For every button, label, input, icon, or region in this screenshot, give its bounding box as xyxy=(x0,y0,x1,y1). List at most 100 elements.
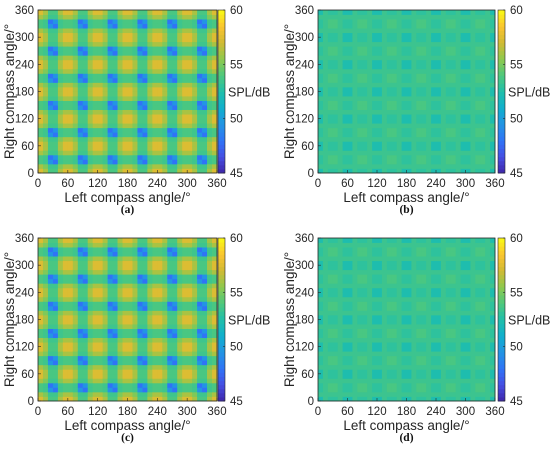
heatmap-cell xyxy=(381,333,388,339)
colorbar-segment xyxy=(218,140,225,145)
heatmap-cell xyxy=(102,265,109,271)
colorbar-label: SPL/dB xyxy=(508,86,550,100)
heatmap-cell xyxy=(475,68,481,74)
heatmap-cell xyxy=(202,265,208,271)
heatmap-cell xyxy=(381,73,388,79)
heatmap-cell xyxy=(401,382,407,388)
heatmap-cell xyxy=(470,159,476,165)
heatmap-cell xyxy=(401,77,407,83)
heatmap-cell xyxy=(381,274,388,280)
heatmap-cell xyxy=(142,278,148,284)
heatmap-cell xyxy=(377,154,383,160)
heatmap-cell xyxy=(386,100,393,106)
heatmap-cell xyxy=(157,73,163,79)
heatmap-cell xyxy=(332,91,339,97)
heatmap-cell xyxy=(177,292,183,298)
heatmap-cell xyxy=(57,242,64,248)
heatmap-cell xyxy=(62,77,69,83)
heatmap-cell xyxy=(92,114,99,120)
heatmap-cell xyxy=(182,333,188,339)
heatmap-cell xyxy=(47,59,54,65)
heatmap-cell xyxy=(318,301,324,307)
heatmap-cell xyxy=(147,265,153,271)
heatmap-cell xyxy=(396,260,402,266)
heatmap-cell xyxy=(167,391,173,397)
heatmap-cell xyxy=(465,96,471,101)
colorbar-segment xyxy=(218,38,225,44)
heatmap-cell xyxy=(212,10,218,15)
heatmap-cell xyxy=(391,41,398,47)
heatmap-cell xyxy=(162,346,168,352)
heatmap-cell xyxy=(82,369,89,375)
heatmap-cell xyxy=(97,260,104,266)
heatmap-cell xyxy=(332,28,339,34)
heatmap-cell xyxy=(172,314,178,320)
heatmap-cell xyxy=(112,23,118,29)
heatmap-cell xyxy=(465,10,471,15)
heatmap-cell xyxy=(436,118,442,124)
heatmap-cell xyxy=(391,301,398,307)
y-tick-label: 240 xyxy=(15,287,34,299)
heatmap-cell xyxy=(475,91,481,97)
heatmap-cell xyxy=(122,251,128,257)
heatmap-cell xyxy=(342,342,348,348)
heatmap-cell xyxy=(67,396,74,402)
heatmap-cell xyxy=(97,242,104,248)
heatmap-cell xyxy=(450,23,457,29)
heatmap-cell xyxy=(357,373,363,379)
heatmap-cell xyxy=(67,301,74,307)
heatmap-cell xyxy=(177,378,183,384)
heatmap-cell xyxy=(87,269,94,275)
heatmap-cell xyxy=(122,37,128,43)
heatmap-cell xyxy=(426,23,432,29)
heatmap-cell xyxy=(377,123,383,129)
heatmap-cell xyxy=(381,168,388,174)
heatmap-cell xyxy=(107,145,113,151)
heatmap-cell xyxy=(212,283,218,289)
heatmap-cell xyxy=(187,150,193,156)
heatmap-cell xyxy=(416,324,422,329)
heatmap-cell xyxy=(411,163,417,169)
heatmap-cell xyxy=(142,23,148,29)
heatmap-cell xyxy=(107,269,113,275)
heatmap-cell xyxy=(362,346,368,352)
heatmap-cell xyxy=(386,319,393,325)
heatmap-cell xyxy=(172,127,178,133)
heatmap-cell xyxy=(455,114,461,120)
heatmap-cell xyxy=(167,265,173,271)
heatmap-cell xyxy=(450,114,457,120)
heatmap-cell xyxy=(142,382,148,388)
heatmap-cell xyxy=(327,328,334,334)
heatmap-cell xyxy=(97,10,104,15)
heatmap-cell xyxy=(62,305,69,311)
heatmap-cell xyxy=(137,145,143,151)
heatmap-cell xyxy=(337,324,343,329)
heatmap-cell xyxy=(77,64,84,70)
heatmap-cell xyxy=(142,168,148,174)
heatmap-cell xyxy=(342,41,348,47)
heatmap-cell xyxy=(357,242,363,248)
heatmap-cell xyxy=(362,342,368,348)
heatmap-cell xyxy=(167,373,173,379)
heatmap-cell xyxy=(347,46,353,52)
heatmap-cell xyxy=(72,333,79,339)
heatmap-cell xyxy=(207,260,213,266)
heatmap-cell xyxy=(82,23,89,29)
heatmap-cell xyxy=(107,278,113,284)
heatmap-cell xyxy=(192,369,198,375)
heatmap-cell xyxy=(416,328,422,334)
heatmap-cell xyxy=(207,23,213,29)
heatmap-cell xyxy=(485,46,491,52)
heatmap-cell xyxy=(167,123,173,129)
colorbar-segment xyxy=(218,274,225,280)
heatmap-cell xyxy=(132,396,138,402)
heatmap-cell xyxy=(147,351,153,357)
heatmap-cell xyxy=(87,145,94,151)
heatmap-cell xyxy=(87,242,94,248)
heatmap-cell xyxy=(72,41,79,47)
heatmap-cell xyxy=(431,59,437,65)
heatmap-cell xyxy=(426,369,432,375)
heatmap-cell xyxy=(137,346,143,352)
heatmap-cell xyxy=(465,59,471,65)
heatmap-cell xyxy=(372,32,378,38)
